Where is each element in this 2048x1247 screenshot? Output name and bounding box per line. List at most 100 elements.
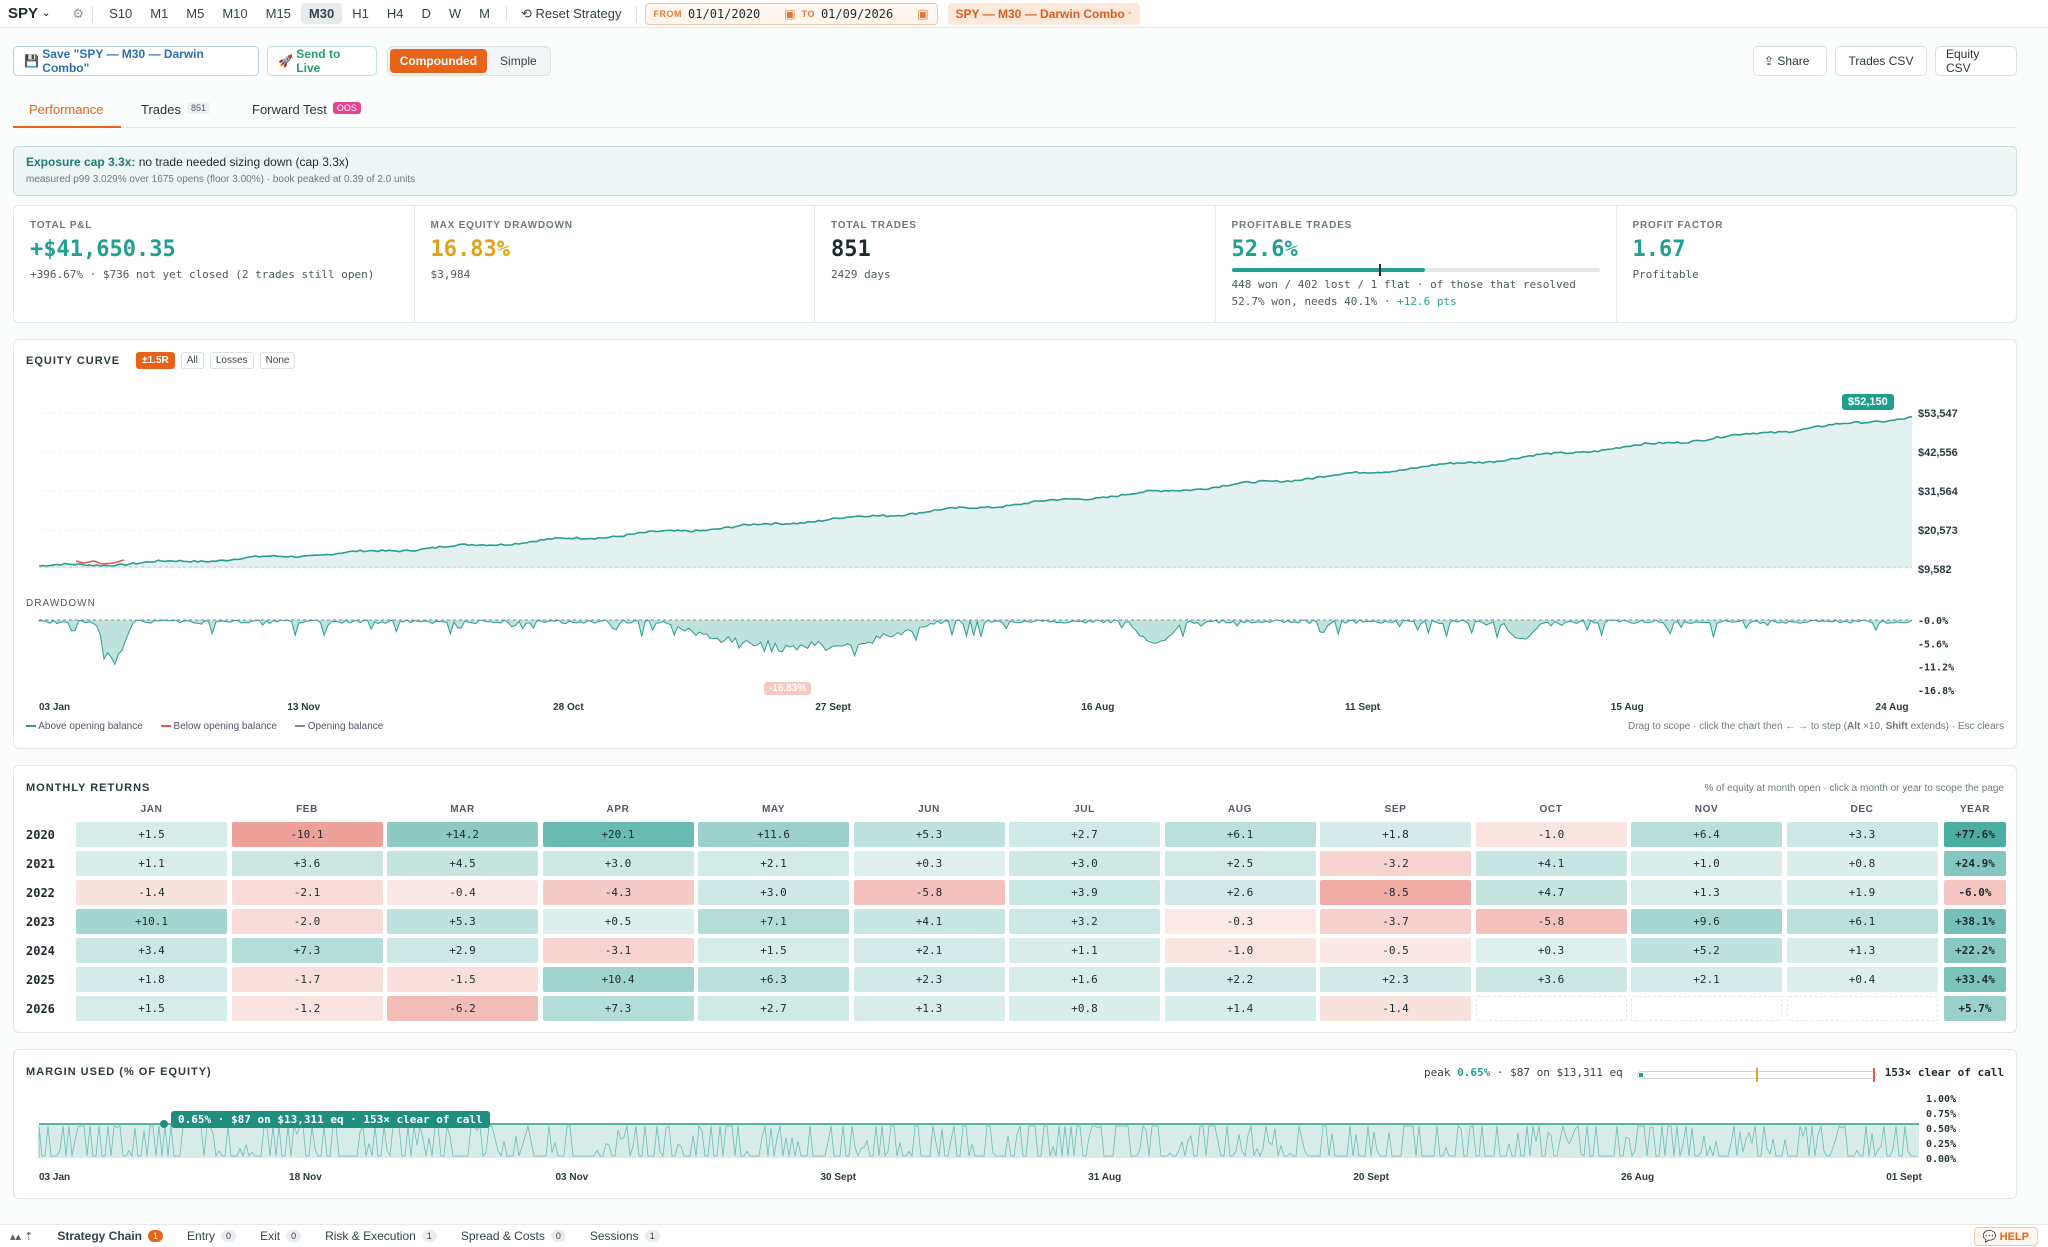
bottom-tab-exit[interactable]: Exit 0	[260, 1229, 302, 1243]
month-cell[interactable]: +6.4	[1631, 822, 1782, 847]
filter-all[interactable]: All	[180, 352, 204, 369]
trades-csv-button[interactable]: Trades CSV	[1835, 46, 1927, 76]
month-cell[interactable]: +2.6	[1164, 880, 1316, 905]
month-cell[interactable]: +10.1	[76, 909, 227, 934]
year-total-cell[interactable]: +33.4%	[1944, 967, 2006, 992]
month-cell[interactable]: +1.9	[1786, 880, 1938, 905]
tab-forward-test[interactable]: Forward Test OOS	[252, 98, 361, 128]
year-total-cell[interactable]: +77.6%	[1944, 822, 2006, 847]
month-cell[interactable]: +5.3	[387, 909, 538, 934]
month-cell[interactable]: +4.5	[387, 851, 538, 876]
year-total-cell[interactable]: +24.9%	[1944, 851, 2006, 876]
year-total-cell[interactable]: +38.1%	[1944, 909, 2006, 934]
bottom-tab-spread-costs[interactable]: Spread & Costs 0	[461, 1229, 566, 1243]
month-cell[interactable]: -2.1	[231, 880, 383, 905]
timeframe-m[interactable]: M	[479, 6, 490, 21]
month-cell[interactable]: +6.3	[698, 967, 849, 992]
month-cell[interactable]: +1.5	[76, 822, 227, 847]
timeframe-w[interactable]: W	[448, 6, 462, 21]
month-cell[interactable]: -8.5	[1320, 880, 1471, 905]
month-cell[interactable]: -4.3	[542, 880, 694, 905]
month-cell[interactable]: +5.2	[1631, 938, 1782, 963]
month-cell[interactable]: +1.1	[1009, 938, 1160, 963]
month-cell[interactable]: +1.6	[1009, 967, 1160, 992]
month-cell[interactable]: +3.4	[76, 938, 227, 963]
bottom-tab-risk-execution[interactable]: Risk & Execution 1	[325, 1229, 437, 1243]
month-cell[interactable]: -1.0	[1475, 822, 1627, 847]
calendar-icon[interactable]: ▣	[917, 6, 929, 21]
settings-icon[interactable]: ⚙	[72, 5, 85, 21]
timeframe-h1[interactable]: H1	[352, 6, 369, 21]
month-cell[interactable]: -1.4	[1320, 996, 1471, 1021]
month-cell[interactable]: +7.3	[231, 938, 383, 963]
month-cell[interactable]: +14.2	[387, 822, 538, 847]
month-cell[interactable]: +2.1	[698, 851, 849, 876]
timeframe-m10[interactable]: M10	[222, 6, 248, 21]
month-cell[interactable]: +1.0	[1631, 851, 1782, 876]
month-cell[interactable]: -1.7	[231, 967, 383, 992]
timeframe-d[interactable]: D	[421, 6, 431, 21]
close-icon[interactable]: ◦	[1128, 8, 1132, 19]
share-button[interactable]: ⇪ Share	[1753, 46, 1827, 76]
month-cell[interactable]: +2.9	[387, 938, 538, 963]
margin-chart[interactable]: 1.00% 0.75% 0.50% 0.25% 0.00% 03 Jan 18 Nov 03 …	[14, 1050, 2018, 1200]
month-cell[interactable]: +4.1	[853, 909, 1005, 934]
month-cell[interactable]: -10.1	[231, 822, 383, 847]
month-cell[interactable]: +1.3	[1631, 880, 1782, 905]
year-label[interactable]: 2020	[26, 828, 55, 842]
timeframe-m15[interactable]: M15	[265, 6, 291, 21]
timeframe-m5[interactable]: M5	[186, 6, 205, 21]
year-label[interactable]: 2026	[26, 1002, 55, 1016]
month-cell[interactable]: -3.2	[1320, 851, 1471, 876]
bottom-tab-entry[interactable]: Entry 0	[187, 1229, 237, 1243]
month-cell[interactable]: +2.5	[1164, 851, 1316, 876]
filter-1.5r[interactable]: ±1.5R	[136, 352, 175, 369]
tab-trades[interactable]: Trades 851	[141, 98, 211, 128]
send-to-live-button[interactable]: 🚀 Send to Live	[267, 46, 377, 76]
timeframe-m30[interactable]: M30	[300, 3, 343, 24]
month-cell[interactable]: +1.3	[1786, 938, 1938, 963]
month-cell[interactable]: -1.4	[76, 880, 227, 905]
month-cell[interactable]: +0.3	[1475, 938, 1627, 963]
timeframe-h4[interactable]: H4	[386, 6, 404, 21]
month-cell[interactable]: +1.5	[76, 996, 227, 1021]
month-cell[interactable]: -3.1	[542, 938, 694, 963]
filter-none[interactable]: None	[259, 352, 296, 369]
month-cell[interactable]: -0.5	[1320, 938, 1471, 963]
month-cell[interactable]: +1.1	[76, 851, 227, 876]
calendar-icon[interactable]: ▣	[784, 6, 796, 21]
month-cell[interactable]: -0.3	[1164, 909, 1316, 934]
month-cell[interactable]: +0.3	[853, 851, 1005, 876]
month-cell[interactable]: +1.3	[853, 996, 1005, 1021]
month-cell[interactable]: +0.8	[1009, 996, 1160, 1021]
year-total-cell[interactable]: -6.0%	[1944, 880, 2006, 905]
year-label[interactable]: 2022	[26, 886, 55, 900]
timeframe-s10[interactable]: S10	[109, 6, 133, 21]
month-cell[interactable]: -5.8	[1475, 909, 1627, 934]
month-cell[interactable]: +20.1	[542, 822, 694, 847]
symbol-selector[interactable]: SPY ⌄	[8, 5, 50, 22]
month-cell[interactable]: +4.7	[1475, 880, 1627, 905]
month-cell[interactable]: +1.5	[698, 938, 849, 963]
year-label[interactable]: 2024	[26, 944, 55, 958]
month-cell[interactable]: +4.1	[1475, 851, 1627, 876]
from-date-input[interactable]: 01/01/2020	[688, 6, 761, 21]
year-label[interactable]: 2025	[26, 973, 55, 987]
month-cell[interactable]: +2.1	[853, 938, 1005, 963]
strategy-tag[interactable]: SPY — M30 — Darwin Combo ◦	[947, 2, 1140, 25]
year-total-cell[interactable]: +22.2%	[1944, 938, 2006, 963]
month-cell[interactable]: +6.1	[1164, 822, 1316, 847]
reset-strategy-button[interactable]: ⟲ Reset Strategy	[515, 6, 628, 22]
month-cell[interactable]: +10.4	[542, 967, 694, 992]
bottom-tab-strategy-chain[interactable]: Strategy Chain 1	[57, 1229, 164, 1243]
month-cell[interactable]: +7.3	[542, 996, 694, 1021]
simple-option[interactable]: Simple	[500, 54, 537, 68]
bottom-tab-sessions[interactable]: Sessions 1	[590, 1229, 660, 1243]
to-date-input[interactable]: 01/09/2026	[820, 6, 894, 21]
month-cell[interactable]: +2.2	[1164, 967, 1316, 992]
month-cell[interactable]: +0.4	[1786, 967, 1938, 992]
month-cell[interactable]: +3.9	[1009, 880, 1160, 905]
month-cell[interactable]: -1.5	[387, 967, 538, 992]
month-cell[interactable]: +9.6	[1631, 909, 1782, 934]
tab-performance[interactable]: Performance	[13, 98, 121, 128]
